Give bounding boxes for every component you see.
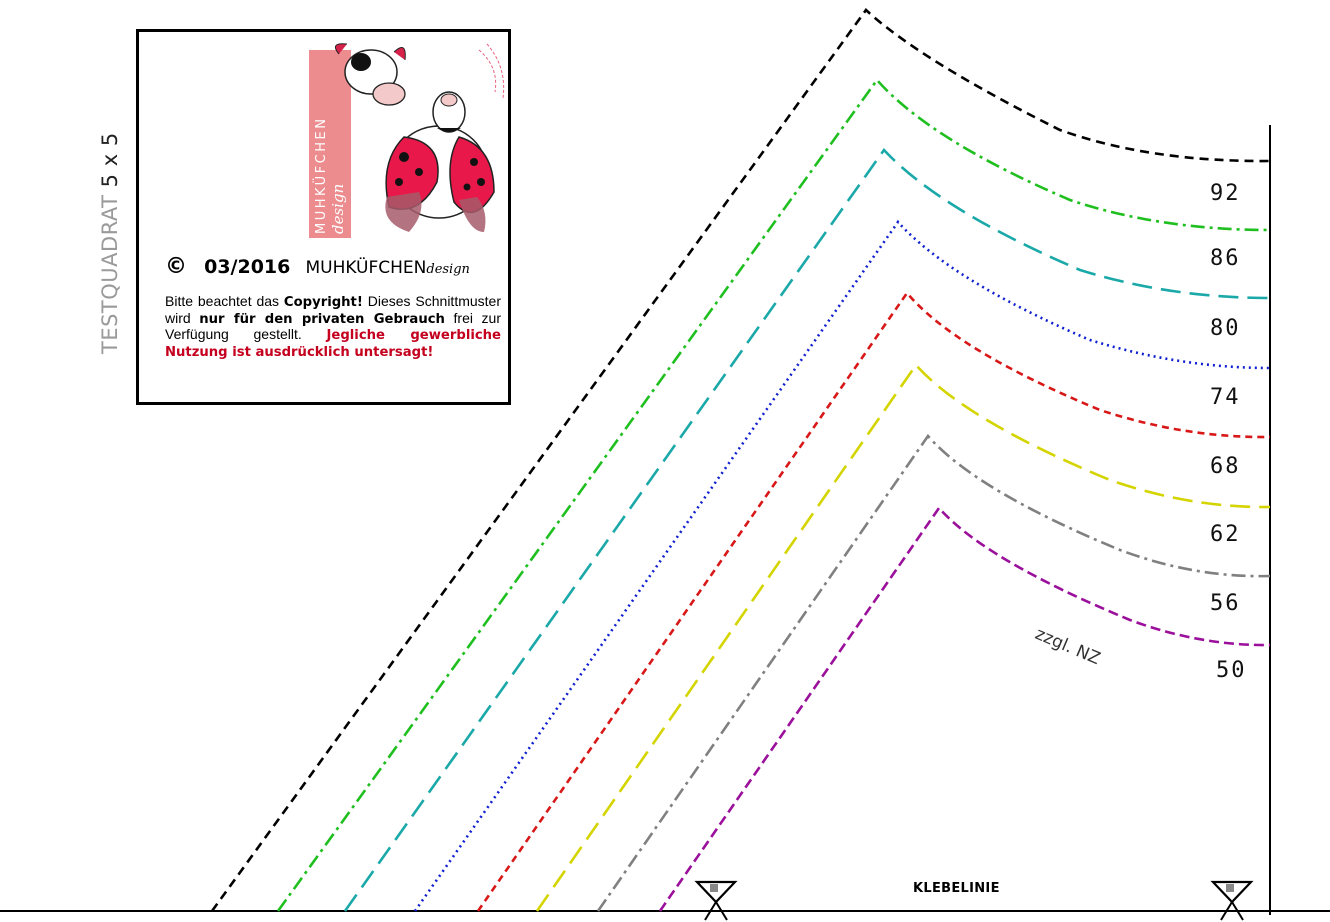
notice-private-use: nur für den privaten Gebrauch — [199, 311, 445, 327]
size-label-50: 50 — [1216, 658, 1247, 683]
notice-commercial-prohibited: Jegliche gewerbliche Nutzung ist ausdrüc… — [165, 328, 502, 360]
logo-brand-strip: MUHKÜFCHEN design — [309, 50, 351, 238]
size-line-80 — [343, 147, 1271, 912]
test-square-title: TESTQUADRAT 5 x 5 — [98, 132, 122, 354]
glue-line-label: KLEBELINIE — [913, 881, 1000, 896]
size-label-74: 74 — [1210, 385, 1241, 410]
notice-copyright: Copyright! — [283, 295, 363, 310]
copyright-design: design — [426, 262, 470, 277]
test-square-label: TESTQUADRAT — [98, 194, 122, 355]
size-line-86 — [276, 77, 1271, 912]
size-line-50 — [658, 505, 1271, 912]
size-label-68: 68 — [1210, 454, 1241, 479]
copyright-box: MUHKÜFCHEN design © 03/2016 MUHKÜFCHENde… — [136, 29, 511, 405]
glue-marker-left — [694, 880, 738, 921]
size-label-62: 62 — [1210, 522, 1241, 547]
size-label-56: 56 — [1210, 591, 1241, 616]
size-label-80: 80 — [1210, 316, 1241, 341]
size-line-68 — [476, 290, 1271, 912]
size-label-92: 92 — [1210, 181, 1241, 206]
notice-text-3: frei zur Verfügung gestellt. — [165, 309, 502, 342]
copyright-brand: MUHKÜFCHEN — [305, 258, 427, 278]
size-line-56 — [596, 433, 1271, 912]
notice-text-2: Dieses Schnittmuster wird — [165, 293, 501, 326]
glue-marker-right — [1210, 880, 1254, 921]
test-square-size: 5 x 5 — [98, 132, 122, 188]
size-line-62 — [535, 362, 1271, 912]
notice-text-1: Bitte beachtet das — [165, 293, 280, 309]
copyright-date: 03/2016 — [204, 256, 291, 278]
copyright-line: © 03/2016 MUHKÜFCHENdesign — [165, 254, 470, 279]
copyright-symbol: © — [165, 254, 187, 279]
ladybug-cow-logo — [334, 43, 505, 232]
size-line-92 — [210, 8, 1271, 912]
size-label-86: 86 — [1210, 246, 1241, 271]
size-line-74 — [413, 219, 1271, 912]
copyright-notice: Bitte beachtet das Copyright! Dieses Sch… — [165, 294, 501, 360]
